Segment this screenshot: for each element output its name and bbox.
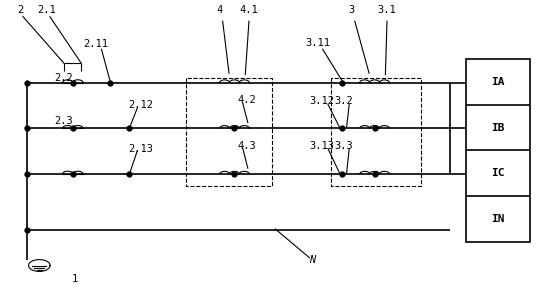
Text: 4.1: 4.1	[240, 5, 258, 15]
Text: IB: IB	[491, 123, 505, 132]
Text: 3.1: 3.1	[378, 5, 396, 15]
Text: N: N	[309, 255, 316, 265]
Text: 2.3: 2.3	[54, 116, 73, 126]
Text: 4: 4	[216, 5, 223, 15]
Text: IC: IC	[491, 168, 505, 178]
Text: 2.13: 2.13	[129, 144, 154, 154]
Text: 4.2: 4.2	[238, 95, 256, 105]
Text: 3.12: 3.12	[309, 96, 334, 106]
Text: 3.2: 3.2	[335, 96, 353, 106]
Text: 3.13: 3.13	[309, 141, 334, 151]
Text: 3.3: 3.3	[335, 141, 353, 151]
Text: 2.12: 2.12	[129, 100, 154, 110]
Text: 1: 1	[71, 274, 78, 284]
Text: 2.1: 2.1	[38, 5, 56, 15]
Text: 4.3: 4.3	[238, 141, 256, 151]
Text: IA: IA	[491, 77, 505, 87]
Text: 3.11: 3.11	[306, 38, 330, 48]
Text: 2.11: 2.11	[84, 39, 108, 49]
Text: 2: 2	[17, 5, 23, 15]
Text: IN: IN	[491, 214, 505, 224]
Text: 3: 3	[348, 5, 355, 15]
Text: 2.2: 2.2	[54, 73, 73, 83]
Bar	[466, 59, 530, 242]
